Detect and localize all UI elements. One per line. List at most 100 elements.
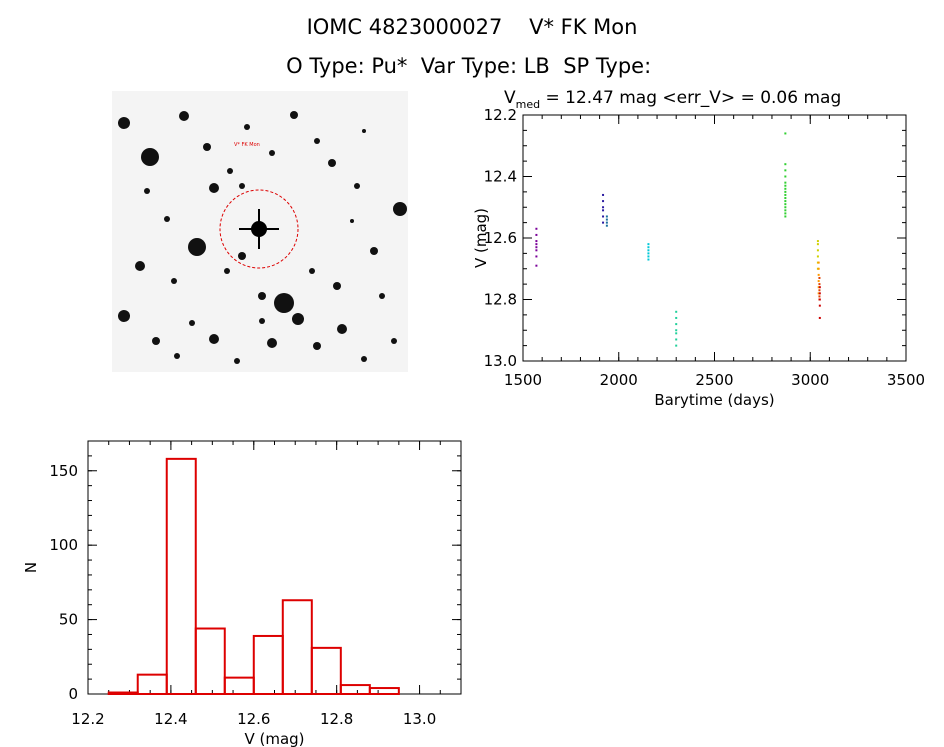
light-curve-title: Vmed = 12.47 mag <err_V> = 0.06 mag [504,88,841,111]
histogram-frame [87,440,462,695]
data-point [817,280,820,283]
data-point [535,233,538,236]
y-tick-label: 150 [49,462,78,480]
light-curve-xlabel: Barytime (days) [654,391,774,409]
data-point [817,292,820,295]
histogram-bar [368,687,400,695]
data-point [675,332,678,335]
x-tick-label: 12.4 [154,710,187,728]
data-point [602,200,605,203]
data-point [784,200,787,203]
sky-image-svg: V* FK Mon [118,111,407,364]
otype-value: Pu* [371,54,408,78]
data-point [675,338,678,341]
data-point [605,218,608,221]
sptype-label: SP Type: [563,54,652,78]
histogram-bar [194,627,226,695]
data-point [602,206,605,209]
y-tick-label: 100 [49,536,78,554]
data-point [675,316,678,319]
data-point [535,240,538,243]
data-point [647,258,650,261]
data-point [647,249,650,252]
histogram-chart: V (mag) N 12.2 12.4 12.6 12.8 13.0 0 50 100 150 [22,440,462,747]
histogram-bar [339,684,371,696]
data-point [647,246,650,249]
data-point [784,163,787,166]
histogram-xlabel: V (mag) [244,730,304,747]
histogram-bar [310,646,342,695]
data-point [784,193,787,196]
page-title: IOMC 4823000027 V* FK Mon [0,15,944,39]
x-tick-label: 13.0 [403,710,436,728]
data-point [818,316,821,319]
data-point [817,261,820,264]
data-point [535,249,538,252]
x-tick-label: 12.6 [237,710,270,728]
data-point [784,184,787,187]
data-point [784,169,787,172]
x-tick-label: 3500 [887,371,925,389]
data-point [535,243,538,246]
data-point [675,310,678,313]
data-point [817,267,820,270]
data-point [784,209,787,212]
data-point [647,252,650,255]
data-point [784,215,787,218]
data-point [818,286,821,289]
light-curve-ylabel: V (mag) [472,208,490,268]
x-tick-label: 12.8 [320,710,353,728]
data-point [784,187,787,190]
x-tick-label: 2000 [600,371,638,389]
stamp-target-label: V* FK Mon [234,142,260,148]
y-tick-label: 12.2 [484,106,517,124]
data-point [816,240,819,243]
data-point [675,323,678,326]
data-point [605,221,608,224]
data-point [784,190,787,193]
data-point [784,132,787,135]
data-point [818,292,821,295]
y-tick-label: 13.0 [484,352,517,370]
x-tick-label: 12.2 [71,710,104,728]
y-tick-label: 0 [68,685,78,703]
data-point [535,264,538,267]
data-point [818,295,821,298]
light-curve-title-sub: med [516,98,540,111]
x-tick-label: 1500 [504,371,542,389]
histogram-bar [107,691,139,696]
data-point [602,221,605,224]
histogram-bar [281,599,313,695]
data-point [647,255,650,258]
histogram-ylabel: N [22,562,40,573]
data-point [605,224,608,227]
y-tick-label: 12.8 [484,291,517,309]
otype-label: O Type: [286,54,365,78]
data-point [818,276,821,279]
data-point [675,329,678,332]
data-point [605,215,608,218]
data-point [816,249,819,252]
light-curve-title-prefix: V [504,88,516,108]
data-point [535,227,538,230]
histogram-bar [223,676,255,695]
data-point [816,243,819,246]
data-point [647,243,650,246]
star-name: V* FK Mon [529,15,638,39]
data-point [784,181,787,184]
data-point [816,255,819,258]
data-point [784,212,787,215]
sky-image: V* FK Mon [112,91,408,372]
data-point [535,246,538,249]
histogram-bar [252,634,284,695]
data-point [818,289,821,292]
star-id: IOMC 4823000027 [306,15,503,39]
light-curve-chart: Vmed = 12.47 mag <err_V> = 0.06 mag Bary… [472,88,925,409]
data-point [818,304,821,307]
data-point [602,193,605,196]
data-point [784,175,787,178]
data-point [602,215,605,218]
y-tick-label: 12.6 [484,229,517,247]
vartype-value: LB [523,54,550,78]
